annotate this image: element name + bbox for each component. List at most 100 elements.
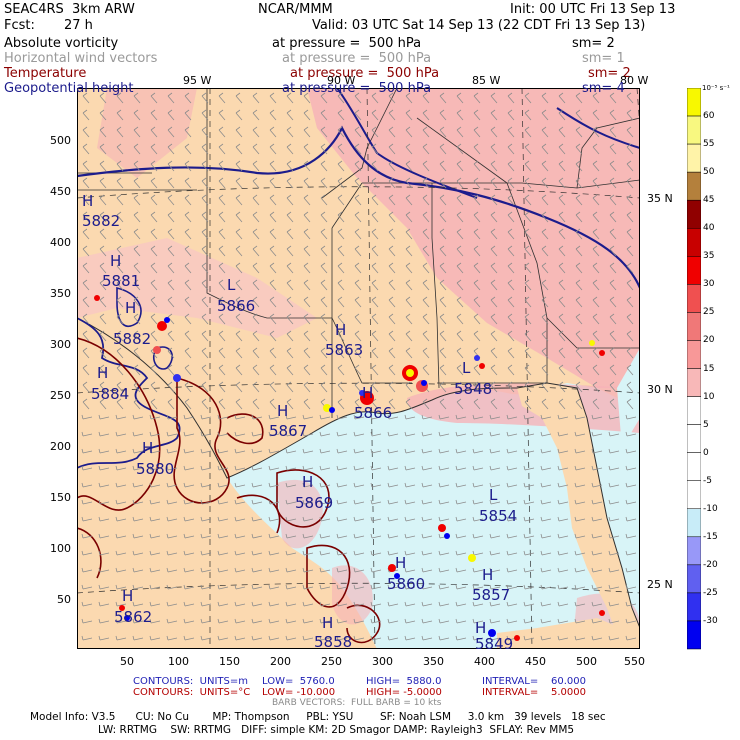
wind-barb <box>592 381 600 393</box>
wind-barb <box>235 177 243 189</box>
wind-barb <box>201 92 209 104</box>
wind-barb <box>540 499 552 505</box>
wind-barb <box>234 567 246 573</box>
wind-barb <box>81 482 93 488</box>
wind-barb <box>439 398 447 410</box>
wind-barb <box>133 279 141 291</box>
field-sm-temperature: sm= 2 <box>588 66 631 81</box>
wind-barb <box>592 177 600 189</box>
wind-barb <box>490 177 498 189</box>
wind-barb <box>387 533 399 539</box>
wind-barb <box>82 194 90 206</box>
wind-barb <box>99 211 107 223</box>
wind-barb <box>421 584 433 590</box>
temp-contour-5 <box>306 544 351 608</box>
colorbar-swatch <box>687 592 701 622</box>
wind-barb <box>132 448 144 454</box>
vorticity-patch-1 <box>277 479 323 549</box>
wind-barb <box>540 448 552 454</box>
wind-barb <box>149 635 161 641</box>
contour-temp-low: LOW= -10.000 <box>262 687 336 698</box>
wind-barb <box>234 533 246 539</box>
model-info-line1: Model Info: V3.5 CU: No Cu MP: Thompson … <box>30 711 606 723</box>
temp-contour-4 <box>276 469 330 528</box>
wind-barb <box>150 228 158 240</box>
wind-barb <box>184 228 192 240</box>
wind-barb <box>404 601 416 607</box>
wind-barb <box>422 228 430 240</box>
hl-value: 5884 <box>91 385 129 403</box>
wind-barb <box>625 601 637 607</box>
wind-barb <box>320 160 328 172</box>
wind-barb <box>558 194 566 206</box>
wind-barb <box>166 550 178 556</box>
wind-barb <box>557 618 569 624</box>
wind-barb <box>404 414 416 420</box>
wind-barb <box>82 228 90 240</box>
wind-barb <box>269 177 277 189</box>
wind-barb <box>626 194 634 206</box>
wind-barb <box>609 245 617 257</box>
wind-barb <box>286 109 294 121</box>
x-tick: 300 <box>372 655 393 668</box>
wind-barb <box>183 448 195 454</box>
wind-barb <box>421 618 433 624</box>
wind-barb <box>218 364 226 376</box>
wind-barb <box>268 618 280 624</box>
lon-label-80w: 80 W <box>620 74 649 87</box>
temp-contour-6 <box>346 604 381 644</box>
y-tick: 250 <box>50 389 71 402</box>
hl-value: 5858 <box>314 633 352 649</box>
wind-barb <box>625 448 637 454</box>
wind-barb <box>320 279 328 291</box>
wind-barb <box>320 364 328 376</box>
wind-barb <box>609 160 617 172</box>
wind-barb <box>592 245 600 257</box>
wind-barb <box>541 364 549 376</box>
wind-barb <box>167 330 175 342</box>
wind-barb <box>456 296 464 308</box>
wind-barb <box>540 601 552 607</box>
wind-barb <box>269 211 277 223</box>
wind-barb <box>218 92 226 104</box>
wind-barb <box>99 347 107 359</box>
wind-barb <box>370 635 382 641</box>
wind-barb <box>303 160 311 172</box>
wind-barb <box>98 533 110 539</box>
wind-barb <box>421 448 433 454</box>
wind-barb <box>608 499 620 505</box>
wind-barb <box>456 313 464 325</box>
field-sm-vorticity: sm= 2 <box>572 36 615 51</box>
wind-barb <box>473 330 481 342</box>
wind-barb <box>354 296 362 308</box>
wind-barb <box>422 398 430 410</box>
wind-barb <box>302 584 314 590</box>
lon-label-90w: 90 W <box>327 74 356 87</box>
wind-barb <box>507 92 515 104</box>
wind-barb <box>303 347 311 359</box>
wind-barb <box>286 279 294 291</box>
wind-barb <box>591 465 603 471</box>
wind-barb <box>235 398 243 410</box>
wind-barb <box>150 398 158 410</box>
wind-barb <box>252 262 260 274</box>
wind-barb <box>405 313 413 325</box>
wind-barb <box>354 262 362 274</box>
wind-barb <box>524 109 532 121</box>
wind-barb <box>234 482 246 488</box>
wind-barb <box>251 567 263 573</box>
wind-barb <box>473 228 481 240</box>
wind-barb <box>217 499 229 505</box>
wind-barb <box>421 550 433 556</box>
wind-barb <box>609 228 617 240</box>
wind-barb <box>609 262 617 274</box>
wind-barb <box>507 228 515 240</box>
wind-barb <box>149 516 161 522</box>
wind-barb <box>592 296 600 308</box>
wind-barb <box>439 126 447 138</box>
wind-barb <box>609 177 617 189</box>
wind-barb <box>371 109 379 121</box>
wind-barb <box>591 567 603 573</box>
wind-barb <box>303 143 311 155</box>
wind-barb <box>132 618 144 624</box>
